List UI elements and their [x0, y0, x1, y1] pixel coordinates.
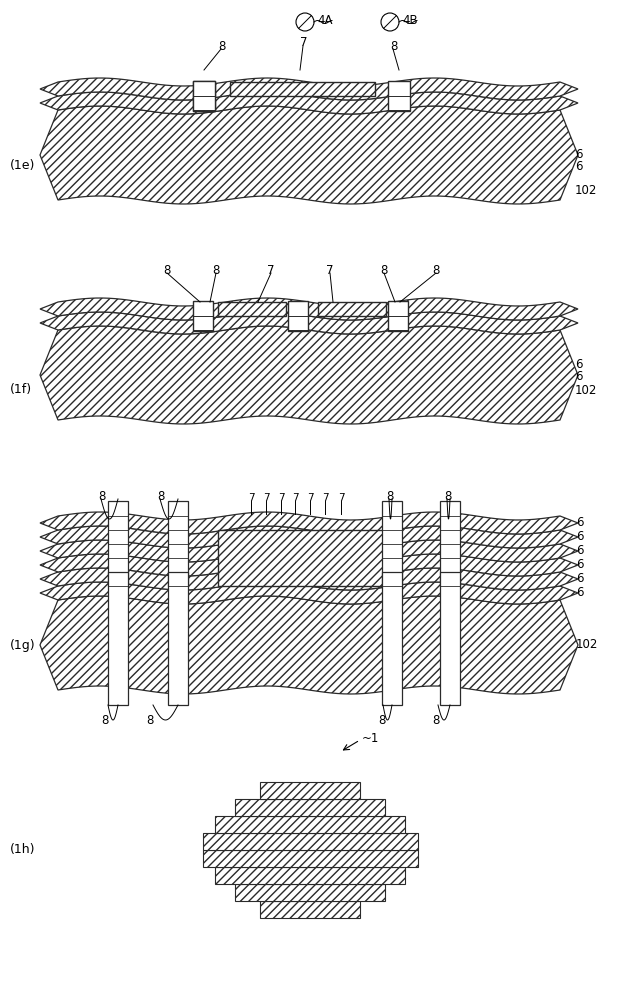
Text: 8: 8: [432, 263, 440, 276]
Text: 7: 7: [338, 493, 345, 503]
Text: 6: 6: [576, 586, 584, 599]
Bar: [215, 816, 405, 833]
Text: 6: 6: [576, 544, 584, 558]
Text: 6: 6: [575, 147, 582, 160]
Text: 7: 7: [322, 493, 329, 503]
Text: (1h): (1h): [10, 844, 35, 856]
Text: 4B: 4B: [402, 14, 418, 27]
Bar: [440, 501, 460, 586]
Text: 8: 8: [101, 714, 109, 726]
Bar: [218, 530, 390, 586]
Text: 7: 7: [292, 493, 299, 503]
Bar: [193, 81, 215, 111]
Text: 8: 8: [380, 263, 388, 276]
Bar: [382, 572, 402, 705]
Text: 4A: 4A: [317, 14, 332, 27]
Bar: [193, 81, 215, 111]
Text: 8: 8: [444, 489, 451, 502]
Polygon shape: [40, 92, 578, 114]
Text: 7: 7: [263, 493, 270, 503]
Text: 8: 8: [432, 714, 440, 726]
Text: 7: 7: [307, 493, 314, 503]
Text: 102: 102: [576, 639, 599, 652]
Bar: [388, 301, 408, 331]
Text: 6: 6: [576, 516, 584, 530]
Text: 8: 8: [378, 714, 386, 726]
Polygon shape: [40, 554, 578, 576]
Bar: [260, 782, 360, 799]
Polygon shape: [40, 568, 578, 590]
Polygon shape: [40, 106, 578, 204]
Bar: [215, 867, 405, 884]
Polygon shape: [40, 298, 578, 320]
Text: 6: 6: [575, 159, 582, 172]
Bar: [382, 501, 402, 586]
Bar: [235, 884, 385, 901]
Text: 6: 6: [575, 369, 582, 382]
Bar: [288, 301, 308, 331]
Text: 8: 8: [146, 714, 153, 726]
Text: 8: 8: [218, 39, 225, 52]
Bar: [230, 82, 375, 96]
Text: 7: 7: [278, 493, 284, 503]
Bar: [108, 501, 128, 586]
Text: 8: 8: [390, 39, 397, 52]
Polygon shape: [40, 326, 578, 424]
Polygon shape: [40, 526, 578, 548]
Text: 6: 6: [576, 558, 584, 572]
Bar: [318, 302, 386, 316]
Text: 7: 7: [300, 36, 307, 49]
Bar: [440, 572, 460, 705]
Text: 8: 8: [386, 489, 393, 502]
Bar: [108, 572, 128, 705]
Text: 7: 7: [326, 263, 333, 276]
Bar: [218, 302, 286, 316]
Bar: [235, 799, 385, 816]
Text: (1g): (1g): [10, 639, 35, 652]
Polygon shape: [40, 512, 578, 534]
Polygon shape: [40, 596, 578, 694]
Text: 102: 102: [575, 383, 597, 396]
Polygon shape: [40, 540, 578, 562]
Bar: [202, 833, 417, 850]
Bar: [168, 572, 188, 705]
Text: 6: 6: [575, 358, 582, 370]
Text: 7: 7: [248, 493, 255, 503]
Text: 6: 6: [576, 530, 584, 544]
Text: ~1: ~1: [362, 732, 379, 744]
Polygon shape: [40, 78, 578, 100]
Text: 8: 8: [157, 489, 165, 502]
Text: (1f): (1f): [10, 383, 32, 396]
Polygon shape: [40, 582, 578, 604]
Bar: [388, 81, 410, 111]
Text: 8: 8: [98, 489, 106, 502]
Bar: [260, 901, 360, 918]
Bar: [193, 301, 213, 331]
Text: 6: 6: [576, 572, 584, 585]
Bar: [202, 850, 417, 867]
Text: 8: 8: [212, 263, 219, 276]
Text: 8: 8: [163, 263, 170, 276]
Text: 7: 7: [267, 263, 274, 276]
Text: (1e): (1e): [10, 158, 35, 172]
Polygon shape: [40, 312, 578, 334]
Bar: [168, 501, 188, 586]
Text: 102: 102: [575, 184, 597, 196]
